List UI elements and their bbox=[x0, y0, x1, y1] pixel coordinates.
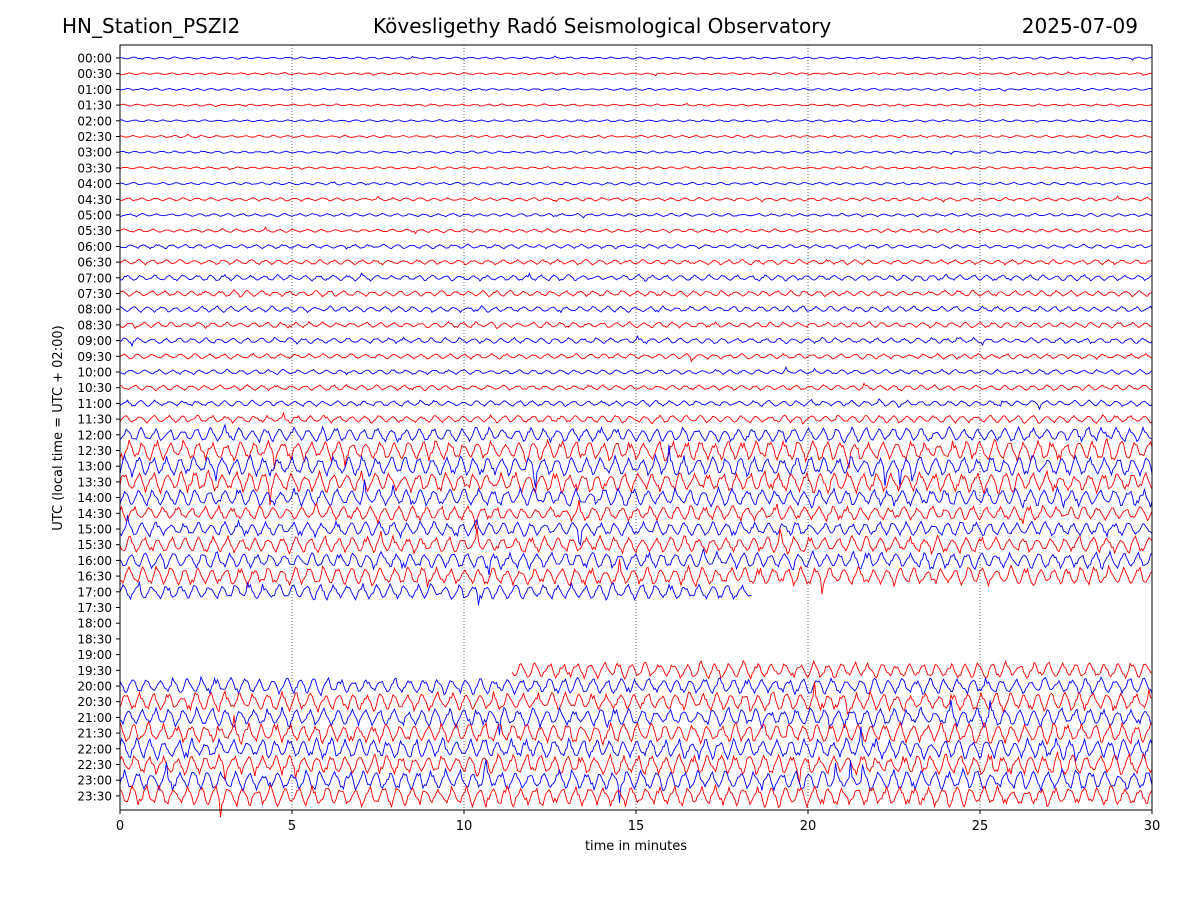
trace-2300 bbox=[119, 759, 1153, 803]
y-tick-label: 06:30 bbox=[77, 256, 112, 270]
x-tick-label: 25 bbox=[972, 819, 989, 834]
y-tick-label: 15:00 bbox=[77, 523, 112, 537]
trace-group bbox=[119, 55, 1153, 818]
trace-0100 bbox=[120, 87, 1153, 92]
grid-group bbox=[291, 45, 981, 810]
trace-0700 bbox=[119, 272, 1153, 282]
trace-0030 bbox=[119, 71, 1153, 77]
y-tick-label: 14:00 bbox=[77, 491, 112, 505]
x-axis-label: time in minutes bbox=[585, 839, 687, 854]
trace-0730 bbox=[119, 289, 1153, 298]
trace-2100 bbox=[119, 699, 1153, 735]
y-tick-label: 21:00 bbox=[77, 711, 112, 725]
y-tick-label: 23:00 bbox=[77, 774, 112, 788]
trace-0900 bbox=[119, 334, 1153, 348]
y-tick-label: 06:00 bbox=[77, 240, 112, 254]
y-tick-label: 19:30 bbox=[77, 664, 112, 678]
y-tick-label: 16:00 bbox=[77, 554, 112, 568]
y-tick-label: 23:30 bbox=[77, 789, 112, 803]
y-tick-label: 10:30 bbox=[77, 381, 112, 395]
trace-1200 bbox=[119, 423, 1153, 444]
y-tick-label: 11:00 bbox=[77, 397, 112, 411]
y-tick-label: 03:00 bbox=[77, 146, 112, 160]
chart-date: 2025-07-09 bbox=[1021, 14, 1138, 38]
trace-1700 bbox=[119, 580, 752, 606]
y-tick-label: 17:30 bbox=[77, 601, 112, 615]
y-tick-label: 07:00 bbox=[77, 271, 112, 285]
y-tick-label: 02:30 bbox=[77, 130, 112, 144]
trace-0630 bbox=[119, 258, 1153, 266]
trace-0230 bbox=[119, 133, 1153, 139]
y-tick-label: 19:00 bbox=[77, 648, 112, 662]
trace-1000 bbox=[119, 366, 1153, 376]
y-tick-label: 00:30 bbox=[77, 67, 112, 81]
y-tick-label: 09:30 bbox=[77, 350, 112, 364]
y-tick-label: 05:30 bbox=[77, 224, 112, 238]
trace-0300 bbox=[119, 150, 1153, 155]
trace-0800 bbox=[119, 305, 1153, 314]
y-tick-label: 12:00 bbox=[77, 428, 112, 442]
x-tick-label: 0 bbox=[116, 819, 124, 834]
y-tick-label: 16:30 bbox=[77, 570, 112, 584]
y-tick-label: 17:00 bbox=[77, 585, 112, 599]
y-tick-label: 04:30 bbox=[77, 193, 112, 207]
y-tick-label: 20:00 bbox=[77, 680, 112, 694]
station-name: HN_Station_PSZI2 bbox=[62, 14, 241, 38]
x-tick-label: 10 bbox=[456, 819, 473, 834]
y-tick-label: 05:00 bbox=[77, 209, 112, 223]
y-tick-label: 02:00 bbox=[77, 114, 112, 128]
y-tick-label: 22:30 bbox=[77, 758, 112, 772]
y-tick-label: 09:00 bbox=[77, 334, 112, 348]
y-tick-label: 15:30 bbox=[77, 538, 112, 552]
y-tick-label: 01:00 bbox=[77, 83, 112, 97]
y-tick-label: 08:30 bbox=[77, 318, 112, 332]
x-tick-label: 20 bbox=[800, 819, 817, 834]
trace-1100 bbox=[119, 398, 1153, 411]
trace-2000 bbox=[119, 675, 1153, 697]
y-tick-label: 13:00 bbox=[77, 460, 112, 474]
y-tick-label: 14:30 bbox=[77, 507, 112, 521]
trace-1300 bbox=[119, 444, 1153, 489]
y-tick-label: 11:30 bbox=[77, 413, 112, 427]
y-tick-label: 03:30 bbox=[77, 161, 112, 175]
y-tick-label: 08:00 bbox=[77, 303, 112, 317]
y-tick-label: 22:00 bbox=[77, 742, 112, 756]
x-tick-group: 0 5 10 15 20 25 30 bbox=[116, 810, 1160, 834]
trace-1930 bbox=[511, 659, 1152, 680]
x-tick-label: 30 bbox=[1144, 819, 1161, 834]
y-tick-label: 00:00 bbox=[77, 52, 112, 66]
y-axis-label: UTC (local time = UTC + 02:00) bbox=[51, 325, 66, 530]
y-tick-label: 07:30 bbox=[77, 287, 112, 301]
chart-title: Kövesligethy Radó Seismological Observat… bbox=[373, 14, 832, 38]
x-tick-label: 15 bbox=[628, 819, 645, 834]
y-tick-label: 01:30 bbox=[77, 99, 112, 113]
y-tick-label: 10:00 bbox=[77, 366, 112, 380]
y-tick-label: 18:30 bbox=[77, 632, 112, 646]
y-tick-label: 18:00 bbox=[77, 617, 112, 631]
y-tick-label: 13:30 bbox=[77, 475, 112, 489]
y-tick-label: 21:30 bbox=[77, 727, 112, 741]
y-tick-label: 20:30 bbox=[77, 695, 112, 709]
trace-0000 bbox=[119, 55, 1153, 61]
trace-0530 bbox=[119, 226, 1153, 235]
x-tick-label: 5 bbox=[288, 819, 296, 834]
y-tick-label: 04:00 bbox=[77, 177, 112, 191]
y-tick-label: 12:30 bbox=[77, 444, 112, 458]
